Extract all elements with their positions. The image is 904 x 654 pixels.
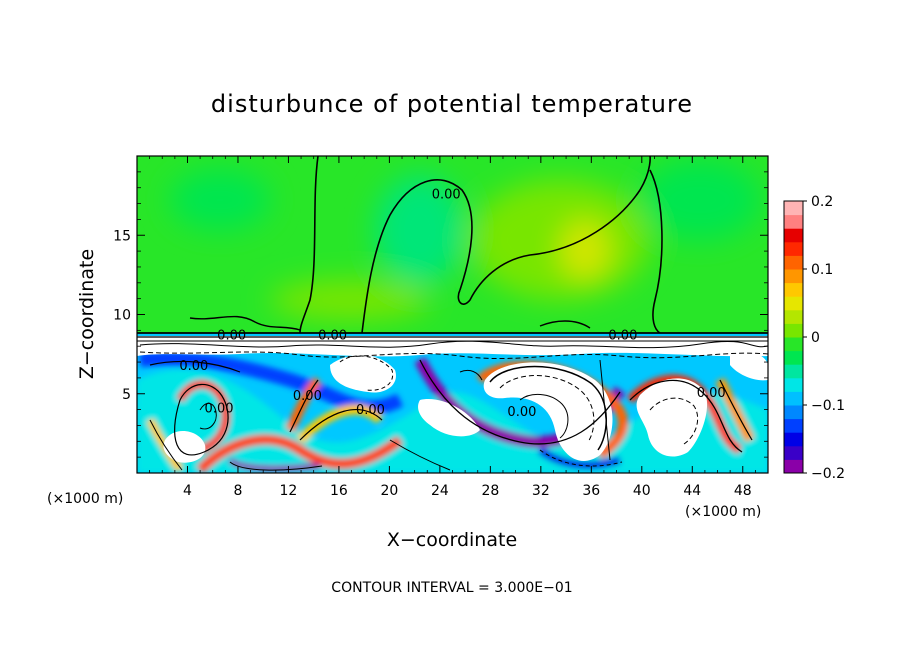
x-tick-label: 28 — [481, 483, 499, 499]
contour-line — [457, 156, 651, 305]
contour-label: 0.00 — [179, 359, 208, 374]
y-tick-label: 15 — [113, 228, 131, 244]
contour-interval-text: CONTOUR INTERVAL = 3.000E−01 — [331, 580, 572, 596]
colorbar-segment — [784, 255, 803, 270]
white-blob — [730, 352, 768, 381]
heatmap-field — [137, 156, 768, 473]
contour-label: 0.00 — [432, 188, 461, 203]
contour-line — [189, 315, 301, 331]
colorbar-segment — [784, 350, 803, 365]
upper-anomaly — [560, 220, 610, 280]
lower-contours — [139, 340, 768, 471]
colorbar-segment — [784, 377, 803, 392]
colorbar-segment — [784, 201, 803, 216]
colorbar: 0.2 0.1 0 −0.1 −0.2 — [783, 194, 845, 482]
x-unit-label: (×1000 m) — [685, 504, 761, 520]
colorbar-segment — [784, 337, 803, 352]
colorbar-segment — [784, 228, 803, 243]
contour-label: 0.00 — [356, 403, 385, 418]
colorbar-tick-label: 0.2 — [811, 194, 833, 210]
z-unit-label: (×1000 m) — [47, 491, 123, 507]
upper-anomaly — [640, 160, 760, 240]
chart-title: disturbunce of potential temperature — [211, 90, 693, 118]
colorbar-tick-label: −0.1 — [811, 398, 845, 414]
contour-line — [539, 320, 591, 329]
x-tick-label: 36 — [582, 483, 600, 499]
contour-label: 0.00 — [217, 329, 246, 344]
contour-label: 0.00 — [205, 402, 234, 417]
contour-line — [299, 156, 319, 334]
upper-anomaly — [270, 280, 430, 320]
x-axis-label: X−coordinate — [387, 529, 517, 551]
y-tick-label: 5 — [122, 387, 131, 403]
colorbar-segment — [784, 418, 803, 433]
colorbar-segment — [784, 323, 803, 338]
colorbar-segment — [784, 432, 803, 447]
white-blob — [330, 354, 396, 393]
colorbar-tick-label: 0.1 — [811, 262, 833, 278]
x-tick-label: 12 — [280, 483, 298, 499]
colorbar-segment — [784, 269, 803, 284]
white-blob — [636, 378, 708, 457]
y-axis: 5 10 15 — [113, 171, 768, 458]
colorbar-segment — [784, 241, 803, 256]
colorbar-segment — [784, 459, 803, 474]
colorbar-segment — [784, 445, 803, 460]
colorbar-segment — [784, 309, 803, 324]
x-tick-label: 20 — [380, 483, 398, 499]
y-axis-label: Z−coordinate — [76, 249, 98, 379]
y-tick-label: 10 — [113, 308, 131, 324]
contour-label: 0.00 — [318, 329, 347, 344]
colorbar-segment — [784, 364, 803, 379]
upper-anomaly — [470, 180, 650, 300]
x-tick-label: 40 — [633, 483, 651, 499]
contour-label: 0.00 — [697, 386, 726, 401]
colorbar-tick-label: −0.2 — [811, 466, 845, 482]
colorbar-segment — [784, 214, 803, 229]
contour-labels: 0.00 0.00 0.00 0.00 0.00 0.00 0.00 0.00 0.00 0.00 — [179, 188, 726, 420]
x-axis: 4 8 12 16 20 24 28 32 36 40 44 48 — [149, 156, 756, 499]
x-tick-label: 4 — [183, 483, 192, 499]
colorbar-tick-label: 0 — [811, 330, 820, 346]
colorbar-segment — [784, 296, 803, 311]
contour-label: 0.00 — [293, 389, 322, 404]
contour-label: 0.00 — [507, 405, 536, 420]
x-tick-label: 8 — [233, 483, 242, 499]
upper-anomaly — [170, 170, 270, 230]
contour-line — [361, 179, 473, 334]
x-tick-label: 24 — [431, 483, 449, 499]
x-tick-label: 44 — [683, 483, 701, 499]
x-tick-label: 16 — [330, 483, 348, 499]
contour-line — [649, 169, 663, 334]
colorbar-segment — [784, 282, 803, 297]
x-tick-label: 32 — [532, 483, 550, 499]
white-blob — [483, 362, 613, 461]
colorbar-segment — [784, 405, 803, 420]
white-blob — [418, 399, 480, 437]
colorbar-segment — [784, 391, 803, 406]
x-tick-label: 48 — [734, 483, 752, 499]
contour-label: 0.00 — [608, 329, 637, 344]
